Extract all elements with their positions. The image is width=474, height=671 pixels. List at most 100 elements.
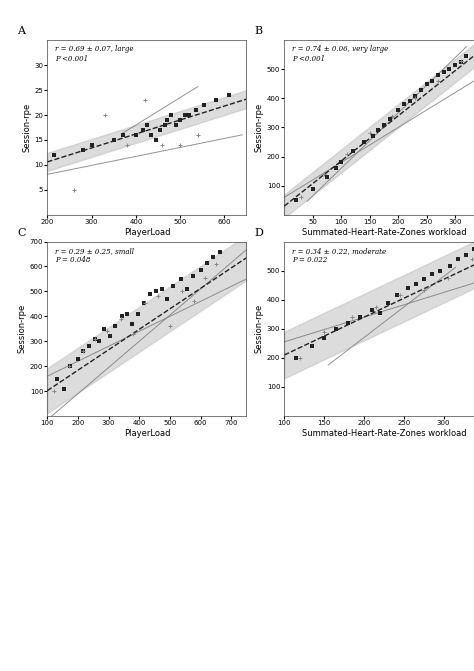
Point <box>292 352 300 363</box>
Point <box>212 258 219 269</box>
Point <box>337 157 345 168</box>
Point <box>423 79 430 89</box>
Point <box>451 60 459 70</box>
Point <box>374 125 382 136</box>
Point <box>436 265 444 276</box>
Point <box>309 183 317 194</box>
Point <box>400 99 408 109</box>
Point <box>462 249 470 260</box>
Point <box>166 321 173 331</box>
Point <box>191 296 198 307</box>
Point <box>332 163 339 174</box>
Point <box>154 291 162 302</box>
Point <box>88 140 95 150</box>
Point <box>384 297 392 308</box>
Point <box>203 258 210 268</box>
Point <box>61 383 68 394</box>
Point <box>376 307 384 318</box>
Point <box>74 354 82 364</box>
Point <box>394 290 401 301</box>
Point <box>163 115 171 125</box>
Point <box>446 261 454 272</box>
Point <box>217 246 224 257</box>
Point <box>320 326 328 337</box>
Y-axis label: Session-rpe: Session-rpe <box>22 103 31 152</box>
Point <box>70 185 78 195</box>
Text: A: A <box>18 26 26 36</box>
Point <box>106 331 114 342</box>
Point <box>185 109 193 120</box>
Point <box>85 341 92 352</box>
Text: r = 0.34 ± 0.22, moderate
P = 0.022: r = 0.34 ± 0.22, moderate P = 0.022 <box>292 247 386 264</box>
Point <box>468 254 474 264</box>
Text: D: D <box>255 227 264 238</box>
Text: C: C <box>18 227 26 238</box>
Point <box>119 130 127 140</box>
Point <box>349 146 356 156</box>
Text: r = 0.29 ± 0.25, small
P = 0.048: r = 0.29 ± 0.25, small P = 0.048 <box>55 247 134 264</box>
Point <box>117 313 125 324</box>
Point <box>152 286 160 297</box>
Point <box>201 100 208 111</box>
Point <box>163 293 171 304</box>
Point <box>132 130 140 140</box>
Point <box>420 285 428 295</box>
X-axis label: PlayerLoad: PlayerLoad <box>124 227 170 237</box>
X-axis label: Summated-Heart-Rate-Zones workload: Summated-Heart-Rate-Zones workload <box>301 227 466 237</box>
Point <box>386 113 393 124</box>
Point <box>470 244 474 254</box>
Point <box>139 125 146 136</box>
Point <box>101 109 109 120</box>
Text: r = 0.74 ± 0.06, very large
P <0.001: r = 0.74 ± 0.06, very large P <0.001 <box>292 46 389 62</box>
Point <box>411 93 419 104</box>
Point <box>309 341 316 352</box>
Point <box>66 361 74 372</box>
Point <box>96 336 103 347</box>
Point <box>169 281 177 292</box>
Point <box>65 361 73 372</box>
Point <box>420 274 428 285</box>
Point <box>183 284 191 295</box>
Point <box>192 105 200 115</box>
Point <box>53 373 60 384</box>
Point <box>111 321 118 331</box>
Point <box>152 135 160 146</box>
Point <box>356 312 364 323</box>
Point <box>118 311 126 321</box>
Point <box>434 70 442 81</box>
Point <box>212 95 219 105</box>
Point <box>440 67 447 78</box>
Y-axis label: Session-rpe: Session-rpe <box>255 103 264 152</box>
Point <box>50 150 58 160</box>
Point <box>320 332 328 343</box>
Text: B: B <box>255 26 263 36</box>
Point <box>156 125 164 136</box>
Point <box>404 282 411 293</box>
Y-axis label: Session-rpe: Session-rpe <box>255 304 264 354</box>
Point <box>158 284 166 295</box>
Point <box>129 328 137 339</box>
Point <box>123 140 131 150</box>
Point <box>100 323 108 334</box>
Point <box>389 111 396 121</box>
Point <box>457 55 465 66</box>
Y-axis label: Session-rpe: Session-rpe <box>18 304 27 354</box>
Point <box>323 172 331 183</box>
Point <box>197 265 204 276</box>
Point <box>194 130 201 140</box>
Point <box>332 323 340 334</box>
Point <box>176 115 184 125</box>
Point <box>143 119 151 130</box>
Point <box>181 109 188 120</box>
Point <box>320 168 328 179</box>
Point <box>225 90 233 101</box>
Point <box>348 312 356 323</box>
Point <box>428 268 436 279</box>
Point <box>103 326 111 337</box>
Point <box>380 119 388 130</box>
Point <box>297 352 304 363</box>
Point <box>368 305 376 315</box>
Point <box>123 309 131 319</box>
Point <box>141 95 148 105</box>
Point <box>79 346 86 356</box>
